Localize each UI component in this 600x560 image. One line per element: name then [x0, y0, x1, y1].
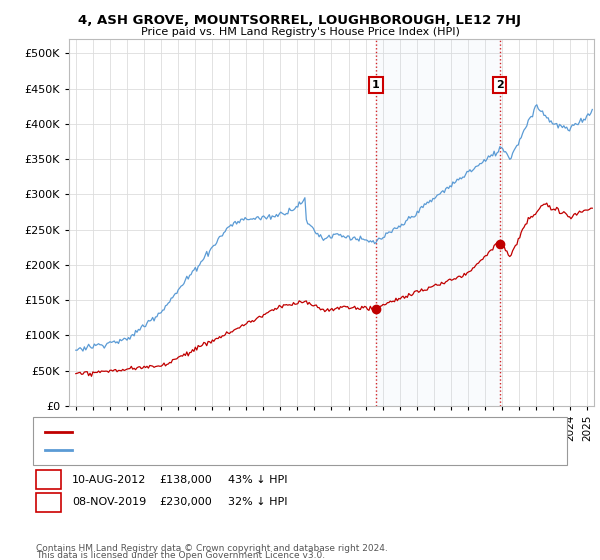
- Text: 10-AUG-2012: 10-AUG-2012: [72, 475, 146, 485]
- Text: Contains HM Land Registry data © Crown copyright and database right 2024.: Contains HM Land Registry data © Crown c…: [36, 544, 388, 553]
- Text: Price paid vs. HM Land Registry's House Price Index (HPI): Price paid vs. HM Land Registry's House …: [140, 27, 460, 37]
- Text: 4, ASH GROVE, MOUNTSORREL, LOUGHBOROUGH, LE12 7HJ: 4, ASH GROVE, MOUNTSORREL, LOUGHBOROUGH,…: [79, 14, 521, 27]
- Text: 4, ASH GROVE, MOUNTSORREL, LOUGHBOROUGH, LE12 7HJ (detached house): 4, ASH GROVE, MOUNTSORREL, LOUGHBOROUGH,…: [78, 427, 468, 437]
- Text: 2: 2: [45, 497, 52, 507]
- Text: This data is licensed under the Open Government Licence v3.0.: This data is licensed under the Open Gov…: [36, 551, 325, 560]
- Text: 1: 1: [45, 475, 52, 485]
- Text: £230,000: £230,000: [159, 497, 212, 507]
- Text: 08-NOV-2019: 08-NOV-2019: [72, 497, 146, 507]
- Bar: [376, 39, 500, 406]
- Text: 32% ↓ HPI: 32% ↓ HPI: [228, 497, 287, 507]
- Text: £138,000: £138,000: [159, 475, 212, 485]
- Text: 2: 2: [496, 80, 503, 90]
- Text: HPI: Average price, detached house, Charnwood: HPI: Average price, detached house, Char…: [78, 445, 319, 455]
- Text: 1: 1: [372, 80, 380, 90]
- Text: 43% ↓ HPI: 43% ↓ HPI: [228, 475, 287, 485]
